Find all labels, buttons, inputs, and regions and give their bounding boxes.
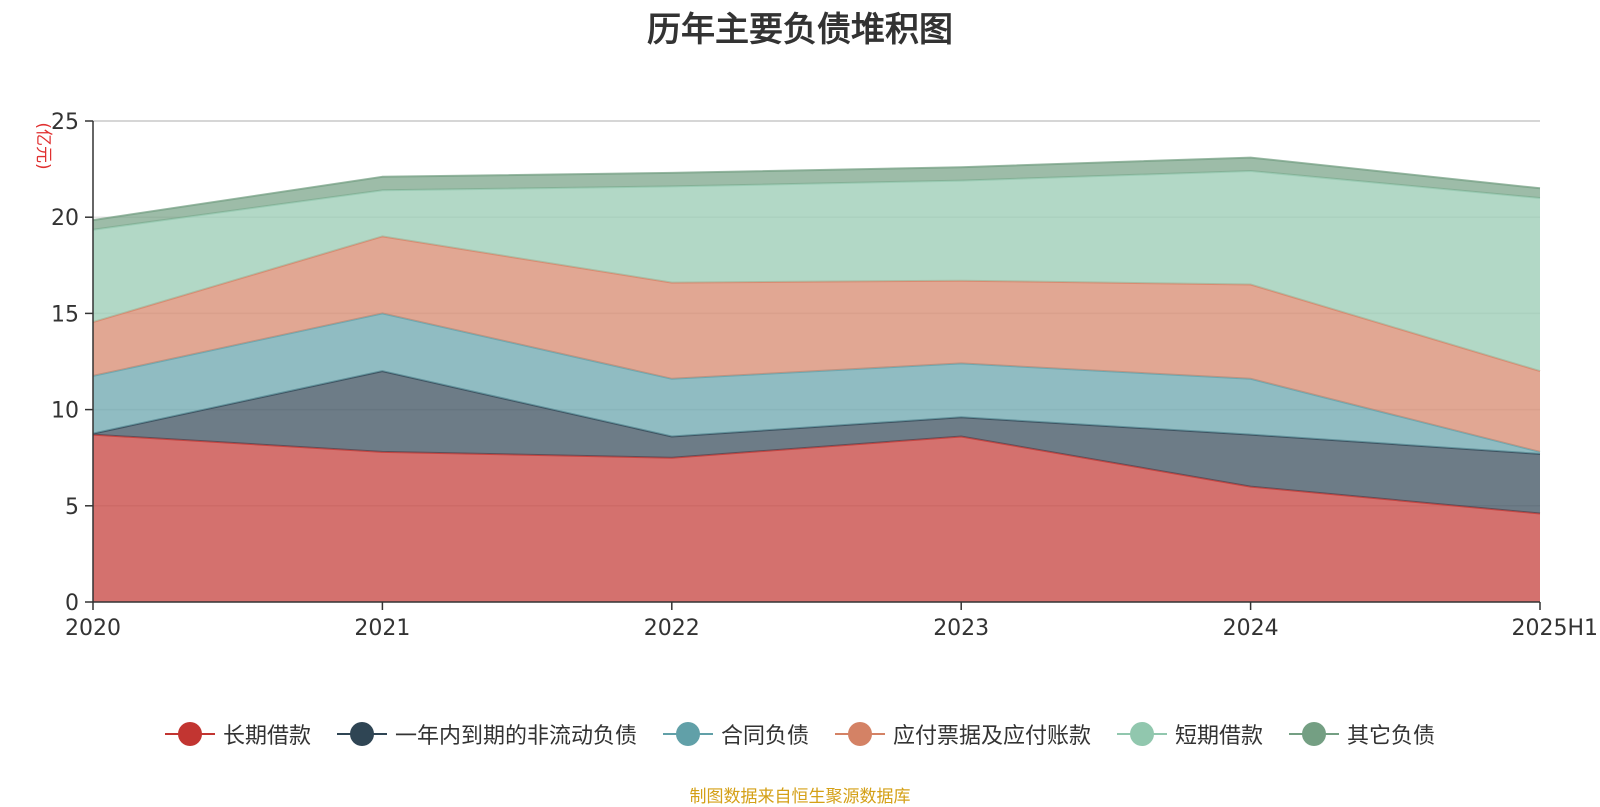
y-tick-label: 15 xyxy=(51,302,79,327)
x-tick-label: 2020 xyxy=(65,616,121,641)
y-tick-label: 0 xyxy=(65,591,79,616)
y-tick-label: 5 xyxy=(65,495,79,520)
area-应付票据及应付账款[interactable] xyxy=(93,236,1540,452)
area-合同负债[interactable] xyxy=(93,313,1540,454)
legend-marker-icon xyxy=(164,722,215,746)
legend-marker-icon xyxy=(336,722,387,746)
x-tick-label: 2021 xyxy=(354,616,410,641)
y-tick-label: 25 xyxy=(51,110,79,135)
legend: 长期借款 一年内到期的非流动负债 合同负债 应付票据及应付账款 短期借款 其它负债 xyxy=(0,718,1600,750)
source-note: 制图数据来自恒生聚源数据库 xyxy=(689,787,911,807)
y-tick-label: 20 xyxy=(51,206,79,231)
legend-marker-icon xyxy=(662,722,713,746)
legend-label: 短期借款 xyxy=(1175,724,1264,749)
x-tick-label: 2025H1 xyxy=(1511,616,1598,641)
area-其它负债[interactable] xyxy=(93,157,1540,230)
x-tick-label: 2023 xyxy=(933,616,989,641)
legend-item[interactable]: 长期借款 xyxy=(164,718,311,750)
legend-marker-icon xyxy=(835,722,885,746)
legend-item[interactable]: 其它负债 xyxy=(1289,718,1435,750)
legend-item[interactable]: 短期借款 xyxy=(1117,718,1263,750)
legend-item[interactable]: 应付票据及应付账款 xyxy=(835,718,1091,750)
legend-marker-icon xyxy=(1117,722,1168,746)
legend-label: 其它负债 xyxy=(1347,724,1436,749)
series-line-其它负债 xyxy=(92,156,1541,222)
area-短期借款[interactable] xyxy=(93,171,1540,372)
legend-label: 应付票据及应付账款 xyxy=(893,724,1092,749)
legend-label: 合同负债 xyxy=(720,724,809,749)
x-tick-label: 2022 xyxy=(644,616,700,641)
legend-label: 一年内到期的非流动负债 xyxy=(394,724,637,749)
area-一年内到期的非流动负债[interactable] xyxy=(93,371,1540,514)
legend-item[interactable]: 一年内到期的非流动负债 xyxy=(336,718,637,750)
legend-marker-icon xyxy=(1289,722,1340,746)
chart-title: 历年主要负债堆积图 xyxy=(647,10,953,50)
area-长期借款[interactable] xyxy=(93,434,1540,602)
y-axis-unit-label: (亿元) xyxy=(33,122,53,169)
legend-item[interactable]: 合同负债 xyxy=(662,718,809,750)
x-tick-label: 2024 xyxy=(1223,616,1279,641)
y-tick-label: 10 xyxy=(51,399,79,424)
legend-label: 长期借款 xyxy=(222,724,311,749)
